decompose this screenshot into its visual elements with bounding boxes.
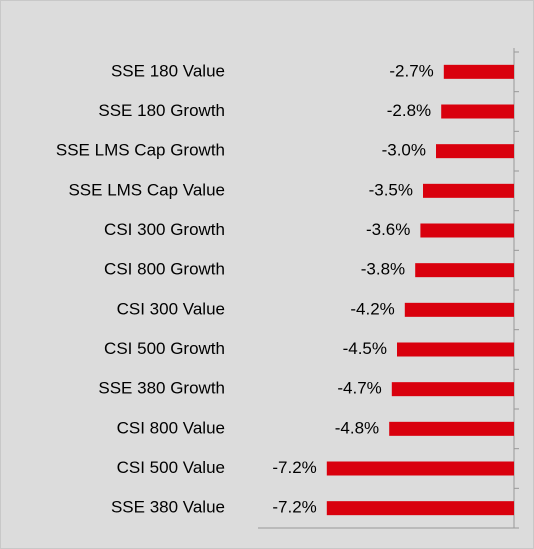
y-tick-label: SSE 180 Growth <box>98 101 225 120</box>
bar <box>326 461 514 476</box>
bar <box>443 64 514 79</box>
bar <box>389 421 514 436</box>
bar <box>436 144 514 159</box>
y-tick-label: CSI 500 Growth <box>104 339 225 358</box>
value-label: -7.2% <box>272 458 316 477</box>
value-label: -2.8% <box>387 101 431 120</box>
bar <box>423 183 514 198</box>
bar <box>404 302 514 317</box>
value-label: -2.7% <box>389 61 433 80</box>
value-label: -3.0% <box>382 141 426 160</box>
y-tick-label: CSI 300 Growth <box>104 220 225 239</box>
value-label: -3.8% <box>361 260 405 279</box>
bar <box>397 342 514 357</box>
y-tick-label: CSI 500 Value <box>117 458 225 477</box>
bar <box>415 263 514 278</box>
value-label: -7.2% <box>272 498 316 517</box>
y-tick-label: CSI 800 Growth <box>104 260 225 279</box>
bar <box>391 382 514 397</box>
y-tick-label: SSE LMS Cap Growth <box>56 141 225 160</box>
y-tick-label: SSE LMS Cap Value <box>68 180 225 199</box>
value-label: -3.6% <box>366 220 410 239</box>
y-tick-label: SSE 180 Value <box>111 61 225 80</box>
y-tick-label: CSI 800 Value <box>117 418 225 437</box>
y-tick-label: CSI 300 Value <box>117 299 225 318</box>
value-label: -4.2% <box>350 299 394 318</box>
bar <box>420 223 514 238</box>
value-label: -4.5% <box>343 339 387 358</box>
bar <box>441 104 514 119</box>
value-label: -3.5% <box>369 180 413 199</box>
bar <box>326 501 514 516</box>
value-label: -4.7% <box>337 379 381 398</box>
y-tick-label: SSE 380 Growth <box>98 379 225 398</box>
value-label: -4.8% <box>335 418 379 437</box>
y-tick-label: SSE 380 Value <box>111 498 225 517</box>
